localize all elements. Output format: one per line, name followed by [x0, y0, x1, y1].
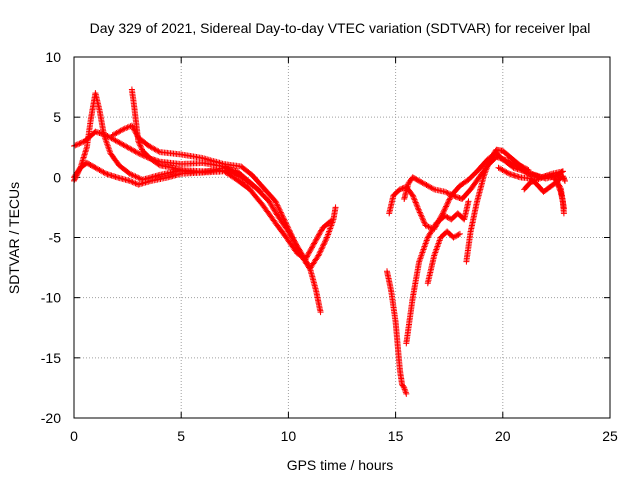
y-tick-label: 10: [45, 49, 61, 65]
series-track-6: [384, 268, 410, 397]
series-track-14: [553, 177, 567, 212]
series-markers: [384, 268, 410, 397]
grid-lines: [74, 57, 610, 418]
x-tick-label: 5: [177, 428, 185, 444]
series-markers: [109, 122, 339, 272]
x-tick-label: 20: [495, 428, 511, 444]
y-tick-label: -20: [41, 410, 61, 426]
series-track-11: [463, 146, 532, 265]
x-tick-label: 15: [388, 428, 404, 444]
y-tick-label: -10: [41, 290, 61, 306]
y-tick-label: -5: [49, 230, 62, 246]
y-tick-label: 0: [53, 169, 61, 185]
series-markers: [403, 198, 472, 347]
y-tick-label: 5: [53, 109, 61, 125]
y-tick-label: -15: [41, 350, 61, 366]
x-tick-label: 25: [602, 428, 618, 444]
y-axis-label: SDTVAR / TECUs: [6, 182, 22, 294]
chart-title: Day 329 of 2021, Sidereal Day-to-day VTE…: [90, 20, 591, 36]
x-tick-label: 0: [70, 428, 78, 444]
series-track-4: [109, 122, 339, 272]
series-markers: [424, 228, 463, 287]
tick-labels: 0 5 10 15 20 25 -20 -15 -10 -5 0 5 10: [41, 49, 618, 444]
x-axis-label: GPS time / hours: [287, 457, 394, 473]
x-tick-label: 10: [281, 428, 297, 444]
series-track-9: [403, 198, 472, 347]
series-track-10: [424, 228, 463, 287]
series-markers: [553, 177, 567, 212]
series-track-5: [128, 86, 335, 263]
series-markers: [463, 146, 532, 265]
plot-frame: [73, 56, 611, 419]
series-markers: [128, 86, 335, 263]
data-points: [71, 86, 568, 397]
